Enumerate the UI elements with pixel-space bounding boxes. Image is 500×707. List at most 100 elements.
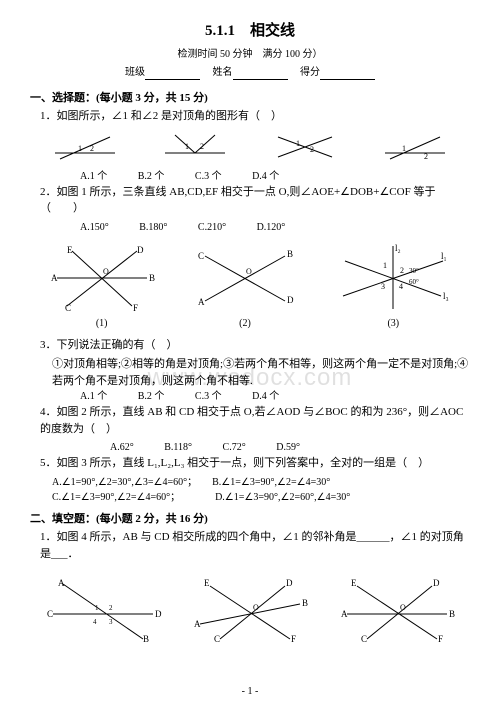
score-blank (320, 69, 375, 80)
svg-text:1: 1 (95, 604, 99, 612)
fq-fig1: CD AB 12 34 (43, 574, 163, 644)
q2-figs: AB CD EF O (1) CD AB O (2) l₁ l (30, 241, 470, 331)
q2-stem: 2．如图 1 所示，三条直线 AB,CD,EF 相交于一点 O,则∠AOE+∠D… (40, 184, 470, 217)
page-number: - 1 - (0, 684, 500, 699)
svg-text:F: F (438, 634, 443, 644)
class-label: 班级 (125, 67, 145, 78)
svg-text:2: 2 (400, 266, 404, 275)
svg-text:F: F (291, 634, 296, 644)
svg-text:B: B (143, 634, 149, 644)
svg-text:C: C (47, 609, 53, 619)
class-blank (145, 69, 200, 80)
svg-text:A: A (58, 578, 65, 588)
svg-text:A: A (198, 297, 205, 307)
q5-rowB: C.∠1=∠3=90°,∠2=∠4=60°； D.∠1=∠3=90°,∠2=60… (52, 490, 470, 505)
q3-optB: B.2 个 (138, 391, 165, 402)
fig3-label: (3) (333, 316, 453, 331)
svg-text:30°: 30° (409, 267, 419, 275)
q1-fig4: 12 (380, 131, 450, 163)
svg-text:D: D (287, 295, 294, 305)
q3-optD: D.4 个 (252, 391, 279, 402)
svg-text:C: C (214, 634, 220, 644)
svg-text:B: B (287, 249, 293, 259)
q4-optB: B.118° (164, 442, 192, 453)
section-1-header: 一、选择题：(每小题 3 分，共 15 分) (30, 90, 470, 107)
q3-options: A.1 个 B.2 个 C.3 个 D.4 个 (80, 389, 470, 404)
q2-fig1: AB CD EF O (47, 241, 157, 316)
q2-optC: C.210° (198, 222, 226, 233)
q1-figs: 12 12 12 12 (30, 131, 470, 163)
fq1: 1．如图 4 所示，AB 与 CD 相交所成的四个角中，∠1 的邻补角是____… (40, 529, 470, 562)
svg-text:C: C (361, 634, 367, 644)
svg-text:1: 1 (296, 139, 300, 148)
svg-text:2: 2 (310, 145, 314, 154)
svg-text:F: F (133, 303, 138, 313)
fig1-label: (1) (47, 316, 157, 331)
q1-options: A.1 个 B.2 个 C.3 个 D.4 个 (80, 169, 470, 184)
q2-optB: B.180° (139, 222, 167, 233)
svg-text:O: O (400, 603, 406, 612)
fq-fig2: A B E F C D O (190, 574, 310, 644)
svg-text:1: 1 (185, 142, 189, 151)
svg-text:1: 1 (383, 261, 387, 270)
svg-text:4: 4 (399, 282, 403, 291)
svg-text:2: 2 (109, 604, 113, 612)
svg-text:D: D (286, 578, 293, 588)
q1-optC: C.3 个 (195, 171, 222, 182)
q4-optD: D.59° (276, 442, 300, 453)
score-label: 得分 (300, 67, 320, 78)
svg-text:l₂: l₂ (395, 243, 401, 253)
q1-fig3: 12 (270, 131, 340, 163)
svg-text:O: O (246, 267, 252, 276)
name-label: 姓名 (213, 67, 233, 78)
svg-text:B: B (449, 609, 455, 619)
q1-fig2: 12 (160, 131, 230, 163)
fig2-label: (2) (190, 316, 300, 331)
svg-text:2: 2 (424, 152, 428, 161)
q1-fig1: 12 (50, 131, 120, 163)
svg-text:1: 1 (78, 144, 82, 153)
q4-options: A.62° B.118° C.72° D.59° (110, 440, 470, 455)
svg-text:D: D (433, 578, 440, 588)
name-blank (233, 69, 288, 80)
q2-fig2: C D A B O (190, 241, 300, 316)
svg-text:E: E (204, 578, 210, 588)
svg-text:3: 3 (109, 618, 113, 626)
q4-stem: 4．如图 2 所示，直线 AB 和 CD 相交于点 O,若∠AOD 与∠BOC … (40, 404, 470, 437)
page-title: 5.1.1 相交线 (30, 20, 470, 43)
name-line: 班级 姓名 得分 (30, 65, 470, 80)
svg-text:l₃: l₃ (443, 291, 449, 301)
svg-text:1: 1 (402, 144, 406, 153)
q3-body: ①对顶角相等;②相等的角是对顶角;③若两个角不相等，则这两个角一定不是对顶角;④… (52, 356, 470, 389)
q1-stem: 1．如图所示，∠1 和∠2 是对顶角的图形有（ ） (40, 108, 470, 125)
q2-optD: D.120° (257, 222, 286, 233)
svg-text:60°: 60° (409, 278, 419, 286)
svg-text:D: D (137, 245, 144, 255)
svg-text:3: 3 (381, 282, 385, 291)
svg-text:A: A (341, 609, 348, 619)
svg-text:2: 2 (90, 144, 94, 153)
svg-text:B: B (149, 273, 155, 283)
svg-text:B: B (302, 598, 308, 608)
fq-figs: CD AB 12 34 AB EF CD O AB EF CD O (30, 574, 470, 644)
q1-optB: B.2 个 (138, 171, 165, 182)
q1-optD: D.4 个 (252, 171, 279, 182)
svg-text:O: O (253, 603, 259, 612)
svg-text:D: D (155, 609, 162, 619)
q3-stem: 3．下列说法正确的有（ ） (40, 337, 470, 354)
svg-text:A: A (51, 273, 58, 283)
svg-text:C: C (65, 303, 71, 313)
svg-text:C: C (198, 251, 204, 261)
section-2-header: 二、填空题：(每小题 2 分，共 16 分) (30, 511, 470, 528)
q3-optA: A.1 个 (80, 391, 107, 402)
svg-text:l₁: l₁ (441, 251, 447, 261)
q2-fig3: l₁ l₂ l₃ 1 2 4 3 30° 60° (333, 241, 453, 316)
q4-optA: A.62° (110, 442, 134, 453)
q1-optA: A.1 个 (80, 171, 107, 182)
svg-text:A: A (194, 619, 201, 629)
q5-stem: 5．如图 3 所示，直线 L₁,L₂,L₃ 相交于一点，则下列答案中，全对的一组… (40, 455, 470, 472)
q4-optC: C.72° (223, 442, 246, 453)
subtitle: 检测时间 50 分钟 满分 100 分） (30, 47, 470, 62)
fq-fig3: AB EF CD O (337, 574, 457, 644)
q2-options: A.150° B.180° C.210° D.120° (80, 220, 470, 235)
